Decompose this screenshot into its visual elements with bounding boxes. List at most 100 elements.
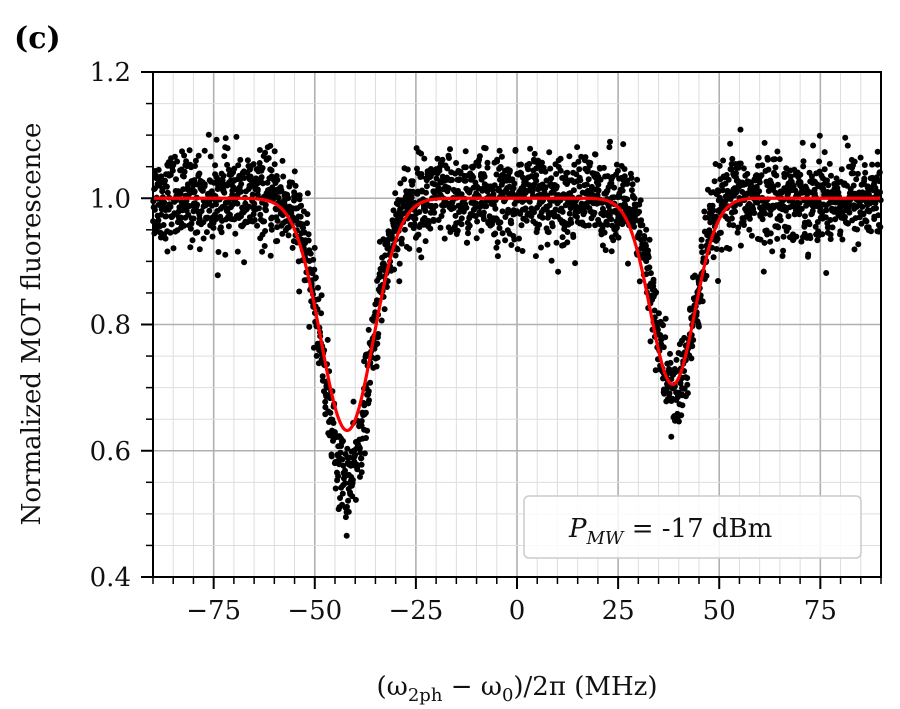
data-point xyxy=(292,182,299,189)
data-point xyxy=(823,270,830,276)
data-point xyxy=(349,493,356,500)
data-point xyxy=(416,209,423,215)
data-point xyxy=(726,245,733,252)
data-point xyxy=(190,208,197,215)
data-point xyxy=(761,239,768,246)
data-point xyxy=(660,344,667,351)
data-point xyxy=(458,221,465,228)
data-point xyxy=(572,260,579,267)
data-point xyxy=(636,278,643,285)
data-point xyxy=(703,272,710,279)
data-point xyxy=(790,182,797,189)
data-point xyxy=(382,252,389,259)
legend-sub: MW xyxy=(586,528,625,549)
data-point xyxy=(465,230,471,237)
data-point xyxy=(532,253,539,260)
legend-label: PMW = -17 dBm xyxy=(568,514,772,549)
data-point xyxy=(875,212,882,219)
data-point xyxy=(345,508,352,515)
data-point xyxy=(392,252,399,259)
data-point xyxy=(446,155,452,161)
data-point xyxy=(473,235,480,242)
data-point xyxy=(401,176,408,183)
data-point xyxy=(285,232,292,239)
data-point xyxy=(453,160,460,166)
data-point xyxy=(819,210,825,217)
legend-p: P xyxy=(568,514,587,544)
data-point xyxy=(824,177,830,184)
data-point xyxy=(688,355,695,362)
data-point xyxy=(838,166,845,173)
data-point xyxy=(397,180,404,187)
data-point xyxy=(221,189,228,196)
data-point xyxy=(169,167,176,174)
data-point xyxy=(213,136,220,143)
data-point xyxy=(274,238,281,244)
data-point xyxy=(780,247,787,254)
data-point xyxy=(754,199,761,206)
data-point xyxy=(862,169,869,176)
data-point xyxy=(645,254,652,261)
data-point xyxy=(304,220,310,227)
data-point xyxy=(318,310,325,317)
data-point xyxy=(861,175,868,182)
data-point xyxy=(463,204,470,211)
data-point xyxy=(205,131,212,138)
data-point xyxy=(819,231,826,238)
data-point xyxy=(170,245,177,252)
data-point xyxy=(220,172,227,179)
data-point xyxy=(201,147,208,154)
data-point xyxy=(363,435,369,441)
data-point xyxy=(237,188,244,195)
data-point xyxy=(755,154,762,161)
data-point xyxy=(431,209,438,216)
data-point xyxy=(171,153,178,160)
data-point xyxy=(337,495,343,501)
data-point xyxy=(774,148,781,155)
data-point xyxy=(358,455,365,462)
data-point xyxy=(452,212,459,219)
data-point xyxy=(319,373,326,380)
data-point xyxy=(853,203,860,210)
data-point xyxy=(296,192,303,199)
data-point xyxy=(699,249,706,256)
data-point xyxy=(507,217,514,224)
data-point xyxy=(785,224,792,231)
data-point xyxy=(564,239,571,246)
data-point xyxy=(238,181,245,187)
data-point xyxy=(444,165,451,172)
data-point xyxy=(814,237,821,244)
data-point xyxy=(422,208,429,214)
data-point xyxy=(619,221,626,228)
data-point xyxy=(187,244,194,251)
data-point xyxy=(374,354,381,361)
data-point xyxy=(162,177,168,184)
data-point xyxy=(361,358,368,365)
data-point xyxy=(418,171,425,177)
data-point xyxy=(546,202,553,209)
data-point xyxy=(163,213,170,220)
data-point xyxy=(651,307,658,314)
data-point xyxy=(557,167,564,174)
data-point xyxy=(328,453,335,460)
data-point xyxy=(765,166,772,173)
data-point xyxy=(499,230,506,237)
data-point xyxy=(826,160,833,167)
data-point xyxy=(574,213,580,220)
data-point xyxy=(190,215,197,222)
data-point xyxy=(418,254,425,261)
data-point xyxy=(492,230,499,237)
data-point xyxy=(519,248,526,254)
data-point xyxy=(722,180,729,187)
data-point xyxy=(595,181,602,188)
data-point xyxy=(462,177,469,184)
data-point xyxy=(247,173,254,180)
data-point xyxy=(298,202,305,209)
data-point xyxy=(324,336,331,343)
data-point xyxy=(437,224,444,231)
data-point xyxy=(577,177,584,184)
data-point xyxy=(167,229,174,236)
data-point xyxy=(827,217,834,223)
data-point xyxy=(777,217,784,224)
data-point xyxy=(421,155,428,162)
